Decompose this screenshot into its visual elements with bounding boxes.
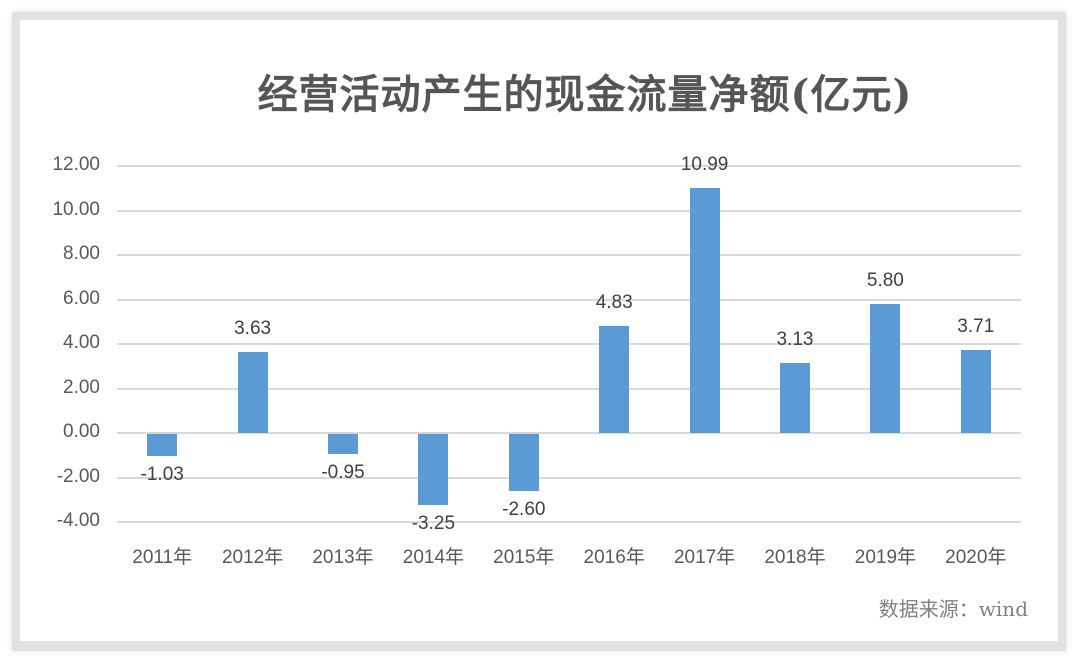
data-label: 3.63 (234, 318, 272, 340)
data-label: -3.25 (411, 513, 456, 535)
y-tick-label: 0.00 (63, 421, 100, 442)
gridline (117, 254, 1021, 256)
x-tick-label: 2017年 (673, 547, 736, 568)
y-tick-label: 2.00 (63, 376, 100, 398)
bar (147, 434, 178, 456)
gridline (117, 387, 1021, 390)
x-tick-label: 2019年 (854, 547, 917, 568)
y-tick-label: 10.00 (52, 198, 100, 220)
x-tick-label: 2012年 (221, 547, 284, 568)
data-label: -0.95 (321, 462, 365, 484)
y-tick-label: -2.00 (56, 465, 100, 487)
data-label: 3.71 (957, 316, 995, 338)
gridline (117, 209, 1021, 212)
bar (960, 350, 991, 433)
x-tick-label: 2016年 (583, 547, 645, 568)
y-tick-label: 6.00 (63, 287, 100, 309)
gridline (117, 298, 1021, 301)
x-tick-label: 2018年 (764, 547, 826, 568)
x-tick-label: 2020年 (945, 547, 1007, 568)
gridline (117, 343, 1021, 345)
data-label: -2.60 (502, 498, 546, 520)
bar (870, 303, 901, 433)
bar (418, 434, 449, 506)
bar (508, 434, 539, 491)
y-tick-label: 4.00 (63, 332, 100, 353)
bar (780, 363, 810, 433)
gridline (117, 521, 1021, 523)
data-label: 3.13 (776, 329, 814, 351)
gridline (117, 432, 1021, 434)
gridline (117, 476, 1021, 479)
x-tick-label: 2014年 (402, 547, 465, 568)
bar (328, 434, 358, 455)
bar (599, 325, 630, 433)
y-tick-label: 8.00 (63, 243, 100, 264)
bar (237, 352, 268, 433)
bar (689, 188, 720, 433)
chart-title: 经营活动产生的现金流量净额(亿元) (257, 71, 913, 118)
y-tick-label: -4.00 (56, 510, 100, 531)
source-note: 数据来源：wind (878, 597, 1028, 621)
data-label: 5.80 (866, 269, 904, 291)
x-tick-label: 2011年 (132, 547, 193, 568)
data-label: 10.99 (680, 154, 729, 176)
data-label: -1.03 (140, 463, 184, 485)
x-tick-label: 2015年 (493, 547, 555, 568)
x-tick-label: 2013年 (312, 547, 374, 568)
data-label: 4.83 (595, 291, 633, 313)
gridline (117, 165, 1021, 167)
y-tick-label: 12.00 (52, 154, 100, 175)
